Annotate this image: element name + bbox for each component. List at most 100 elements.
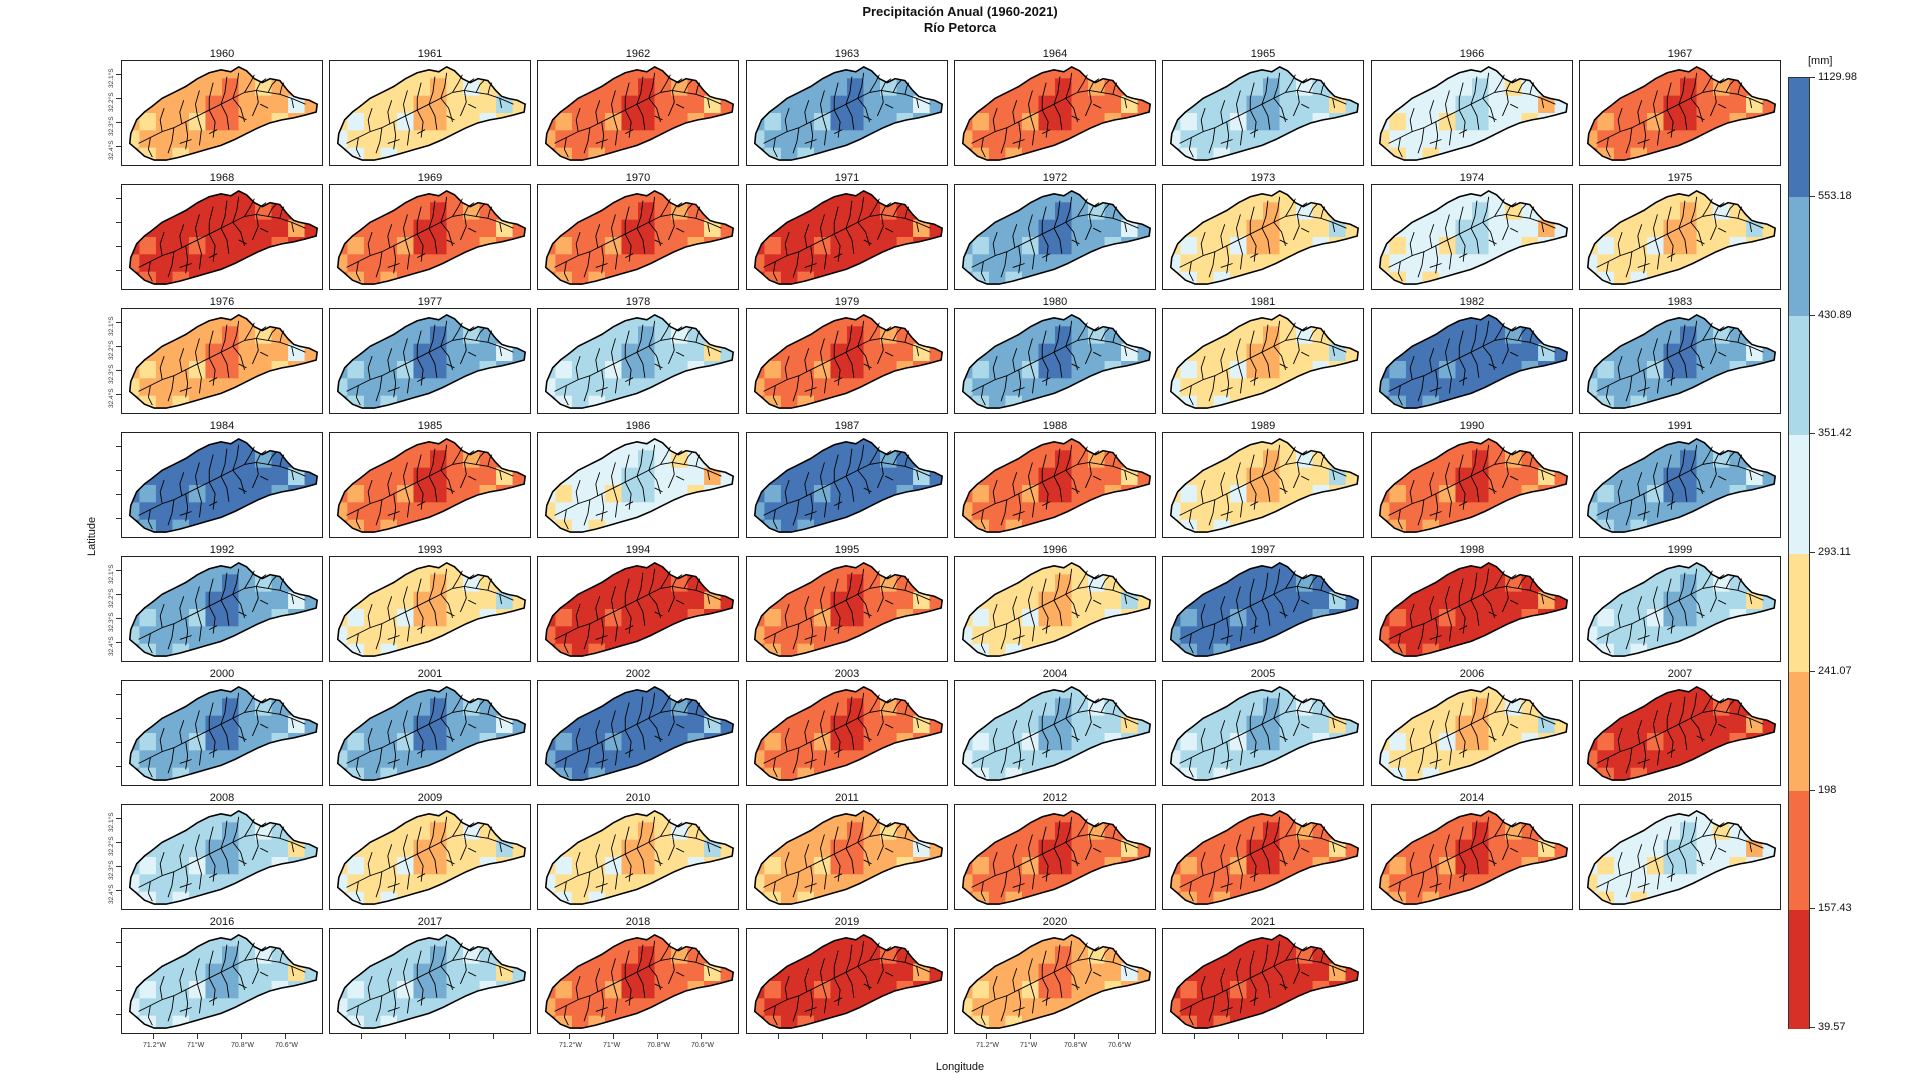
precip-cell (205, 562, 223, 575)
precip-cell (847, 767, 865, 781)
precip-cell (604, 591, 622, 610)
precip-cell (363, 767, 381, 781)
river-line (428, 103, 438, 130)
precip-cell (129, 237, 140, 255)
map-panel (329, 680, 531, 786)
precip-cell (780, 686, 798, 699)
precip-cell (304, 562, 318, 575)
precip-cell (1071, 237, 1089, 255)
precip-cell (780, 485, 798, 503)
precip-cell (621, 502, 639, 521)
precip-cell (1196, 643, 1214, 657)
river-line (468, 475, 477, 481)
precip-cell (446, 609, 464, 627)
precip-cell (1422, 686, 1440, 699)
precip-cell (545, 626, 556, 645)
precip-cell (396, 237, 414, 255)
precip-cell (1613, 609, 1631, 627)
river-line (654, 611, 663, 617)
river-line (255, 450, 267, 463)
river-line (387, 596, 393, 620)
river-line (625, 749, 634, 754)
precip-cell (1389, 202, 1407, 221)
precip-cell (1488, 95, 1506, 114)
panel-year-label: 1985 (417, 420, 443, 432)
river-line (1293, 214, 1300, 241)
precip-cell (1762, 733, 1776, 751)
river-line (1042, 625, 1051, 630)
precip-cell (1597, 485, 1615, 503)
river-line (1429, 100, 1435, 124)
precip-cell (139, 891, 157, 905)
precip-cell (337, 574, 348, 593)
precip-cell (797, 450, 815, 469)
precip-cell (271, 767, 289, 781)
precip-cell (1587, 66, 1598, 79)
precip-cell (1505, 147, 1523, 161)
river-line (147, 137, 153, 158)
river-line (1725, 204, 1735, 217)
precip-cell (988, 626, 1006, 645)
river-line (1488, 487, 1497, 493)
precip-cell (1405, 467, 1423, 486)
precip-cell (188, 857, 206, 875)
precip-cell (704, 750, 722, 769)
precip-cell (1038, 767, 1056, 781)
precip-cell (1038, 591, 1056, 610)
river-line (1710, 586, 1717, 613)
river-line (1261, 475, 1271, 502)
precip-cell (363, 190, 381, 203)
river-line (654, 363, 663, 369)
precip-cell (172, 254, 190, 273)
precip-cell (1170, 485, 1181, 503)
precip-cell (1121, 190, 1139, 203)
river-line (1332, 594, 1336, 605)
river-line (804, 348, 810, 372)
precip-cell (1379, 78, 1390, 97)
precip-cell (496, 314, 514, 327)
precip-cell (1104, 271, 1122, 285)
precip-cell (1587, 485, 1598, 503)
precip-cell (139, 485, 157, 503)
river-line (1065, 346, 1078, 370)
precip-cell (545, 130, 556, 149)
panel-year-label: 1982 (1459, 296, 1485, 308)
precip-cell (155, 66, 173, 79)
precip-cell (1554, 361, 1568, 379)
precip-cell (1170, 66, 1181, 79)
precip-cell (1729, 395, 1747, 409)
basin-map (961, 313, 1152, 409)
river-line (1261, 200, 1269, 229)
precip-cell (754, 343, 765, 362)
precip-cell (479, 810, 497, 823)
precip-cell (972, 643, 990, 657)
precip-cell (129, 822, 140, 841)
precip-cell (463, 519, 481, 533)
river-line (1238, 115, 1243, 146)
precip-cell (797, 750, 815, 769)
basin-outline (961, 561, 1152, 657)
precip-cell (1438, 113, 1456, 131)
precip-cell (1405, 686, 1423, 699)
precip-cell (1329, 254, 1347, 273)
precip-cell (720, 698, 734, 717)
river-line (1617, 231, 1623, 256)
river-line (1653, 586, 1658, 613)
panel-year-label: 1993 (417, 544, 443, 556)
precip-cell (929, 254, 943, 273)
precip-cell (545, 686, 556, 699)
precip-cell (1630, 686, 1648, 699)
precip-cell (896, 343, 914, 362)
precip-cell (1246, 378, 1264, 397)
river-line (1018, 369, 1022, 398)
precip-cell (446, 591, 464, 610)
basin-outline (961, 65, 1152, 161)
precip-cell (304, 609, 318, 627)
river-line (208, 357, 216, 386)
precip-cell (1312, 467, 1330, 486)
precip-cell (555, 643, 573, 657)
precip-cell (1521, 715, 1539, 734)
precip-cell (621, 314, 639, 327)
precip-cell (671, 767, 689, 781)
precip-cell (1088, 450, 1106, 469)
